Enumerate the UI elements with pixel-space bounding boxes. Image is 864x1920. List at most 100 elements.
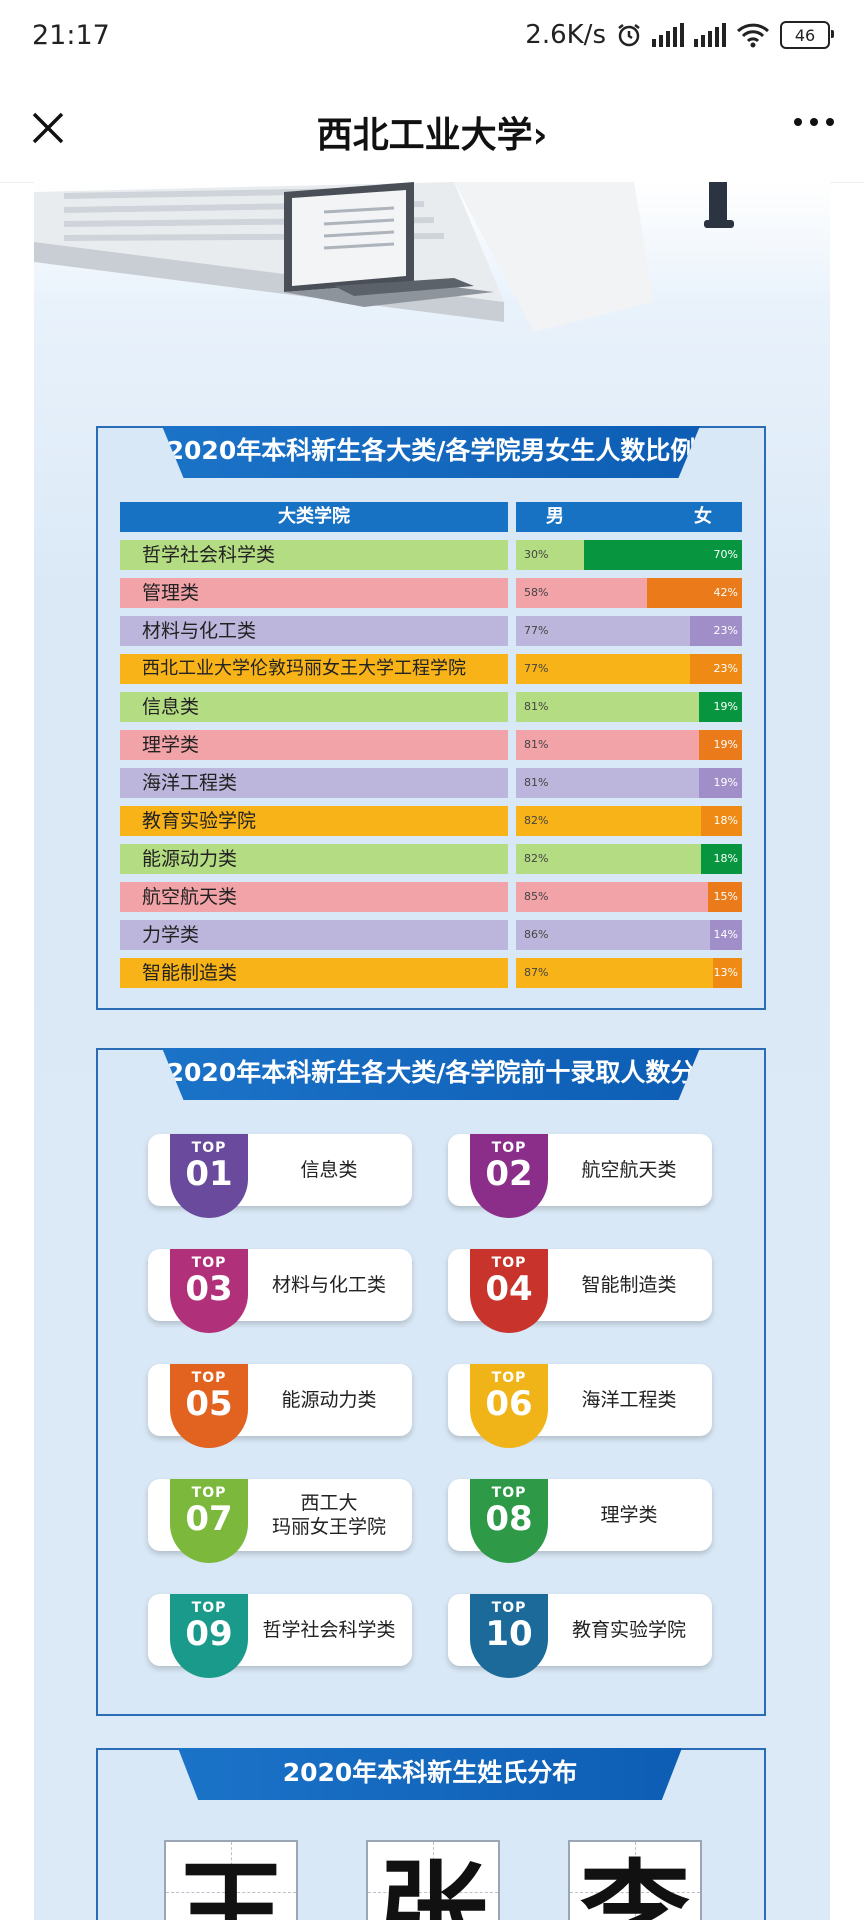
ratio-bar: 77% 23% [516, 654, 742, 684]
rank-number: 07 [185, 1499, 233, 1539]
ratio-bar: 85% 15% [516, 882, 742, 912]
female-percent: 18% [713, 814, 738, 827]
female-segment [699, 692, 742, 722]
top-ten-title: 2020年本科新生各大类/各学院前十录取人数分布 [162, 1048, 700, 1100]
status-bar: 21:17 2.6K/s 46 [0, 0, 864, 78]
male-segment [516, 540, 584, 570]
male-segment [516, 578, 648, 608]
ratio-bar: 30% 70% [516, 540, 742, 570]
male-segment [516, 920, 711, 950]
col-female-label: 女 [694, 506, 712, 527]
article-image: 2020年本科新生各大类/各学院男女生人数比例 大类学院 男 女 哲学社会科学类… [34, 182, 830, 1920]
ratio-row: 哲学社会科学类 30% 70% [98, 540, 764, 570]
rank-college-name: 材料与化工类 [271, 1274, 386, 1296]
rank-college-name: 智能制造类 [581, 1274, 677, 1296]
college-name: 理学类 [120, 730, 508, 760]
top-rank-card: TOP 09 哲学社会科学类 [148, 1594, 412, 1678]
col-male-label: 男 [546, 506, 564, 527]
male-segment [516, 692, 700, 722]
wifi-icon [736, 23, 770, 48]
female-segment [647, 578, 742, 608]
rank-prefix: TOP [491, 1140, 527, 1156]
male-segment [516, 654, 691, 684]
ratio-row: 能源动力类 82% 18% [98, 844, 764, 874]
female-segment [583, 540, 742, 570]
signal-icon [652, 23, 684, 47]
ratio-row: 教育实验学院 82% 18% [98, 806, 764, 836]
female-percent: 23% [713, 662, 738, 675]
top-rank-card: TOP 03 材料与化工类 [148, 1249, 412, 1333]
male-segment [516, 882, 709, 912]
rank-number: 06 [485, 1384, 533, 1424]
rank-number: 09 [185, 1614, 233, 1654]
surname-char: 王 [176, 1849, 286, 1920]
ratio-row: 信息类 81% 19% [98, 692, 764, 722]
male-percent: 77% [524, 624, 549, 637]
ratio-row: 管理类 58% 42% [98, 578, 764, 608]
ratio-bar: 86% 14% [516, 920, 742, 950]
rank-number: 04 [485, 1269, 533, 1309]
rank-prefix: TOP [191, 1255, 227, 1271]
male-segment [516, 730, 700, 760]
female-percent: 15% [713, 890, 738, 903]
male-segment [516, 806, 702, 836]
rank-prefix: TOP [191, 1370, 227, 1386]
rank-college-name: 能源动力类 [281, 1389, 377, 1411]
male-percent: 81% [524, 776, 549, 789]
male-percent: 82% [524, 852, 549, 865]
hd-signal-icon [694, 23, 726, 47]
college-name: 智能制造类 [120, 958, 508, 988]
male-percent: 82% [524, 814, 549, 827]
gender-ratio-panel: 2020年本科新生各大类/各学院男女生人数比例 大类学院 男 女 哲学社会科学类… [96, 426, 766, 1010]
rank-college-name: 海洋工程类 [581, 1389, 677, 1411]
rank-badge: TOP 01 [170, 1134, 248, 1218]
ratio-bar: 81% 19% [516, 768, 742, 798]
chevron-right-icon: › [532, 115, 548, 156]
close-icon[interactable] [26, 106, 70, 150]
male-percent: 87% [524, 966, 549, 979]
male-percent: 85% [524, 890, 549, 903]
top-rank-card: TOP 01 信息类 [148, 1134, 412, 1218]
rank-prefix: TOP [491, 1370, 527, 1386]
female-segment [690, 616, 742, 646]
status-icons: 2.6K/s 46 [525, 20, 834, 50]
top-rank-card: TOP 05 能源动力类 [148, 1364, 412, 1448]
ratio-bar: 77% 23% [516, 616, 742, 646]
female-segment [712, 958, 742, 988]
rank-badge: TOP 03 [170, 1249, 248, 1333]
college-name: 航空航天类 [120, 882, 508, 912]
female-segment [710, 920, 742, 950]
clock: 21:17 [32, 20, 110, 51]
male-percent: 58% [524, 586, 549, 599]
female-segment [699, 730, 742, 760]
ratio-bar: 81% 19% [516, 730, 742, 760]
surname-title: 2020年本科新生姓氏分布 [178, 1748, 682, 1800]
ratio-bar: 82% 18% [516, 844, 742, 874]
col-gender-header: 男 女 [516, 502, 742, 532]
rank-college-name: 西工大 玛丽女王学院 [271, 1492, 386, 1538]
top-rank-card: TOP 06 海洋工程类 [448, 1364, 712, 1448]
rank-college-name: 理学类 [600, 1504, 658, 1526]
surname-char: 张 [378, 1849, 488, 1920]
rank-badge: TOP 07 [170, 1479, 248, 1563]
top-rank-card: TOP 08 理学类 [448, 1479, 712, 1563]
ratio-bar: 58% 42% [516, 578, 742, 608]
page-title[interactable]: 西北工业大学› [0, 106, 864, 158]
ratio-bar: 82% 18% [516, 806, 742, 836]
college-name: 海洋工程类 [120, 768, 508, 798]
ratio-row: 航空航天类 85% 15% [98, 882, 764, 912]
top-ten-panel: 2020年本科新生各大类/各学院前十录取人数分布 TOP 01 信息类 TOP 02 航空… [96, 1048, 766, 1716]
rank-badge: TOP 02 [470, 1134, 548, 1218]
rank-prefix: TOP [191, 1485, 227, 1501]
rank-prefix: TOP [491, 1485, 527, 1501]
college-name: 信息类 [120, 692, 508, 722]
rank-college-name: 哲学社会科学类 [262, 1619, 396, 1641]
male-segment [516, 616, 691, 646]
female-segment [690, 654, 742, 684]
more-icon[interactable] [794, 118, 834, 126]
rank-badge: TOP 09 [170, 1594, 248, 1678]
college-name: 哲学社会科学类 [120, 540, 508, 570]
rank-number: 05 [185, 1384, 233, 1424]
surname-tile: 李 [568, 1840, 702, 1920]
college-name: 能源动力类 [120, 844, 508, 874]
